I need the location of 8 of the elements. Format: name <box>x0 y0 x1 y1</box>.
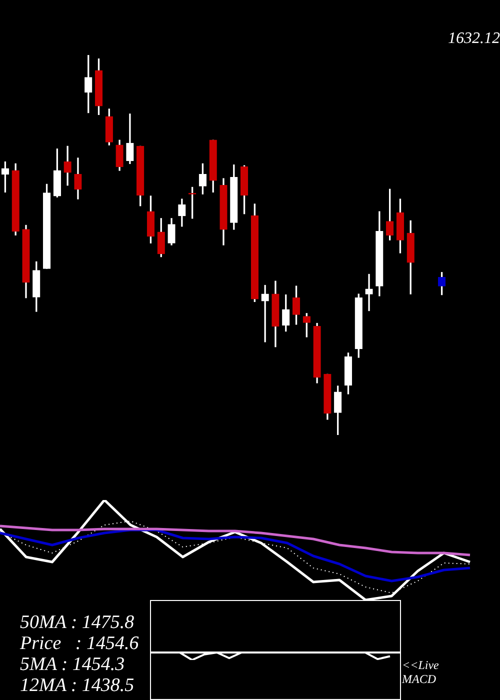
text: 1632.12 <box>448 30 500 48</box>
text: <<Live <box>402 658 439 673</box>
text: MACD <box>402 672 436 687</box>
text: 12MA : 1438.5 <box>20 675 134 697</box>
text: 5MA : 1454.3 <box>20 654 125 676</box>
text: Price : 1454.6 <box>20 633 139 655</box>
text: 50MA : 1475.8 <box>20 612 134 634</box>
candlestick <box>365 274 373 312</box>
